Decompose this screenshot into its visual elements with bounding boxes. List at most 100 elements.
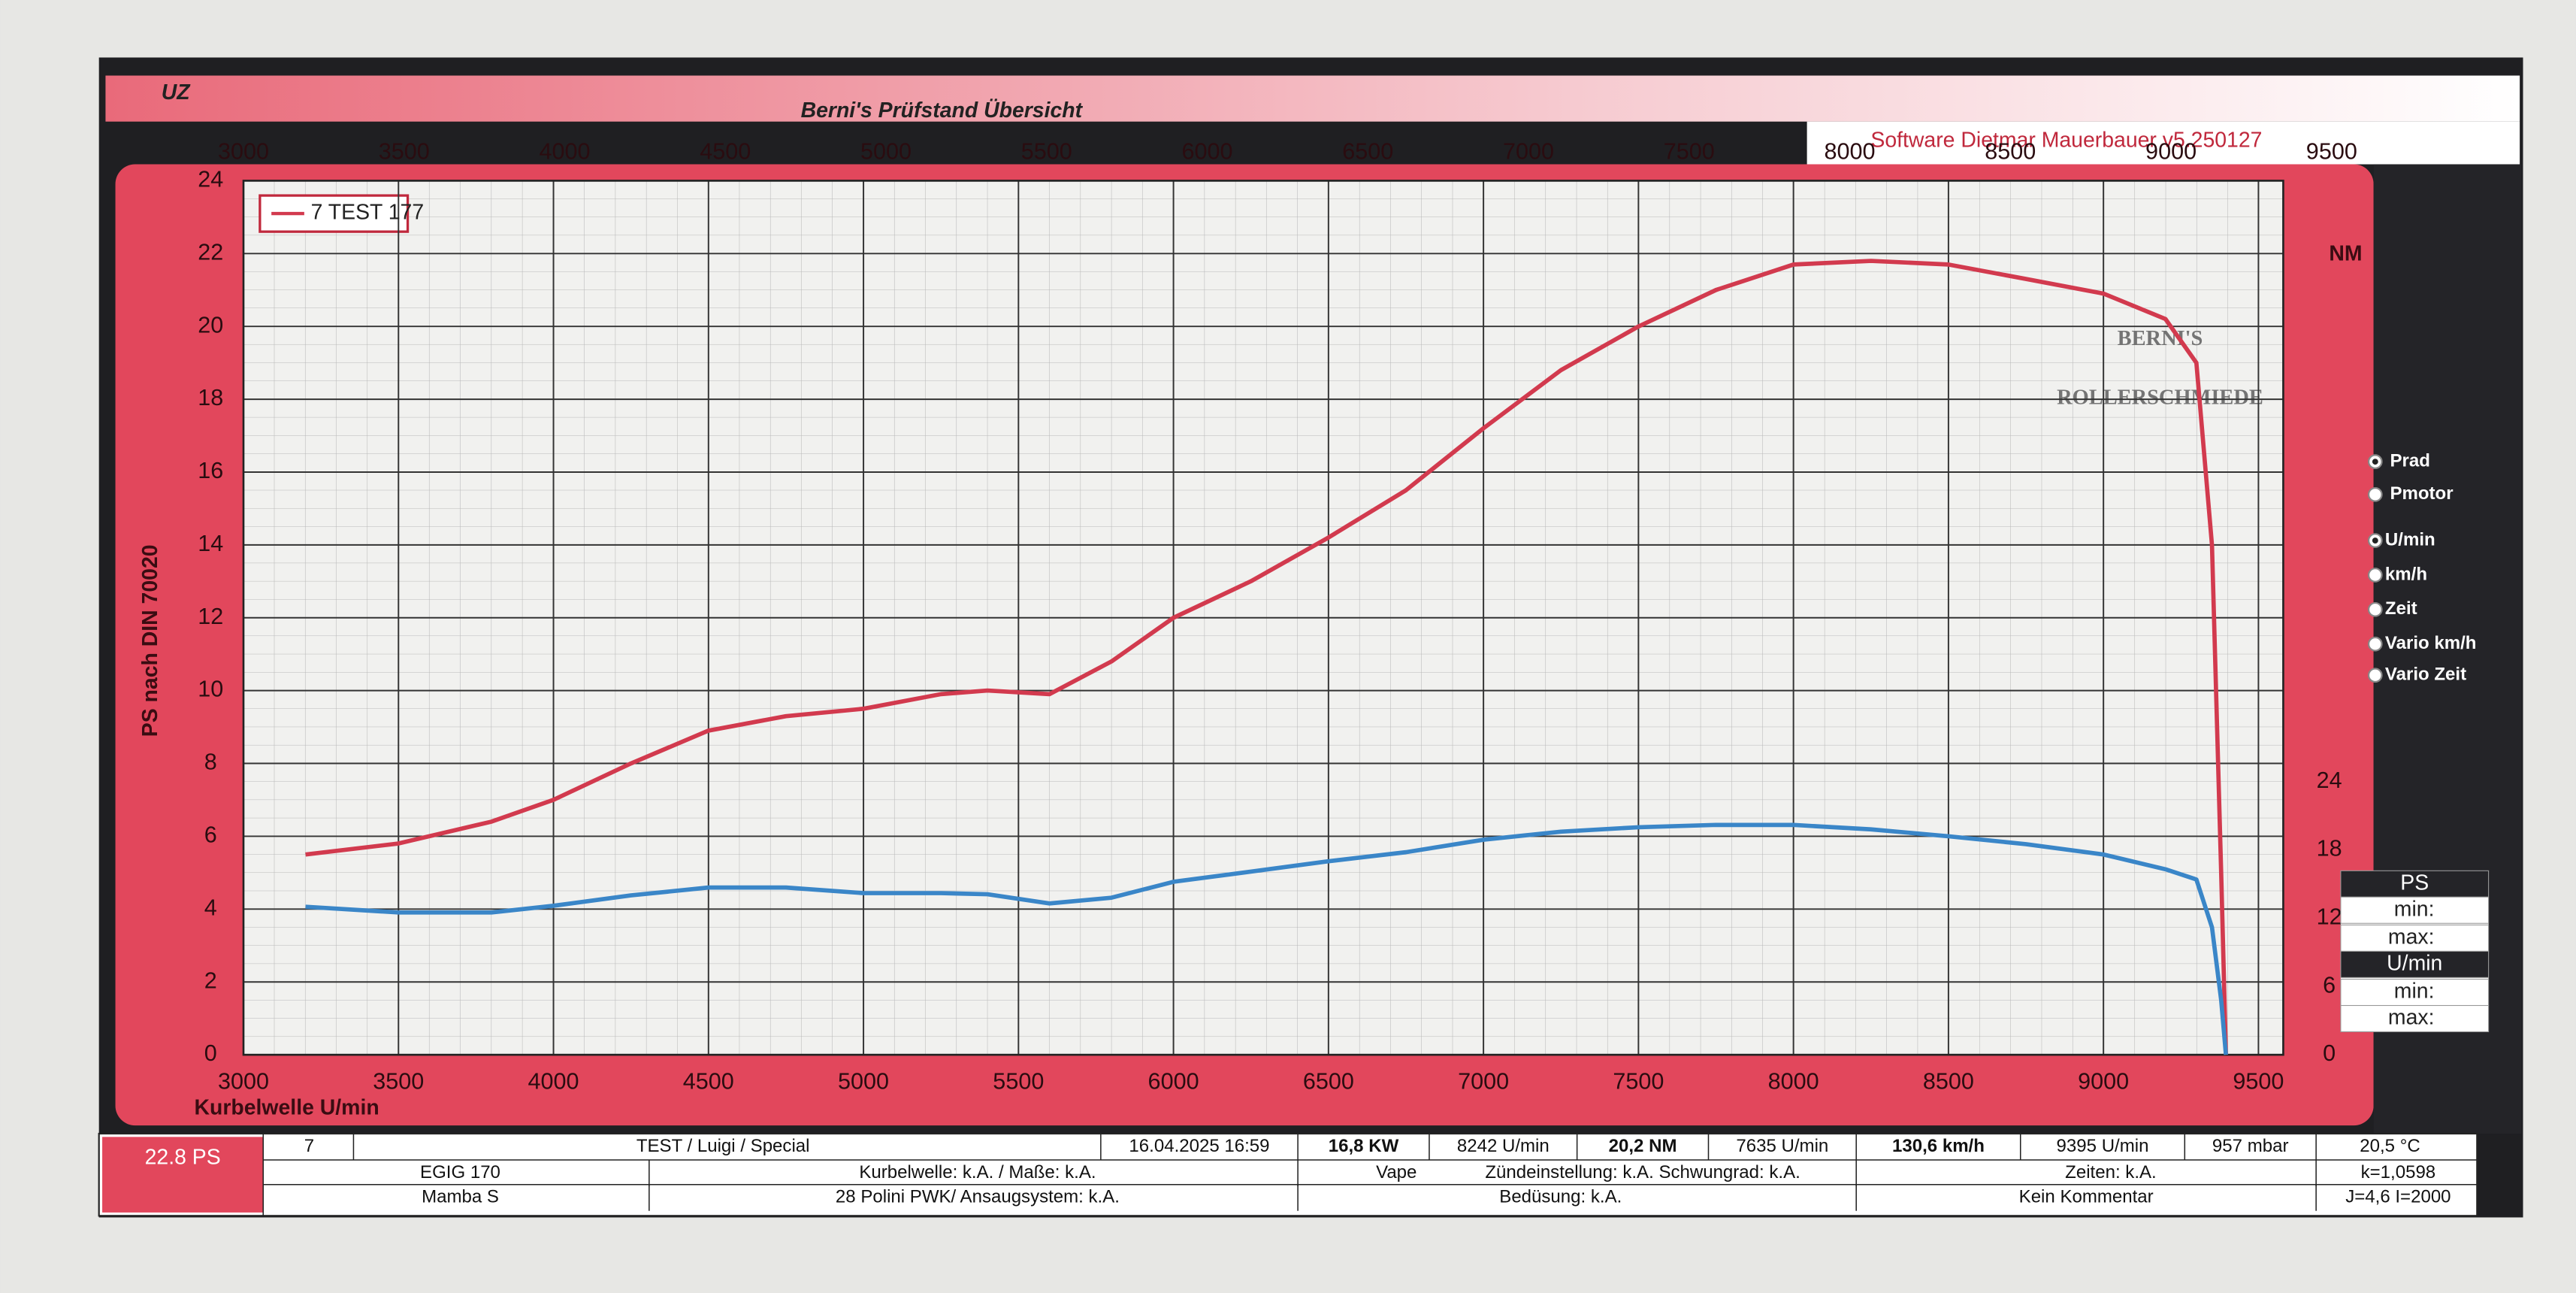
side-table-row xyxy=(2340,979,2490,1007)
info-cell: 8242 U/min xyxy=(1457,1136,1550,1156)
x-tick-label-top: 3000 xyxy=(218,138,269,164)
y-tick-label: 18 xyxy=(198,385,223,410)
side-table-cell: PS xyxy=(2400,871,2429,895)
logo: UZ xyxy=(162,80,192,104)
header-bar xyxy=(105,75,2520,122)
x-tick-label-top: 7500 xyxy=(1664,138,1715,164)
x-tick-label: 3000 xyxy=(218,1068,269,1094)
watermark: BERNI'S xyxy=(2118,327,2203,350)
chart-title: Berni's Prüfstand Übersicht xyxy=(801,98,1084,123)
y-tick-label: 10 xyxy=(198,677,223,702)
info-cell: Kurbelwelle: k.A. / Maße: k.A. xyxy=(859,1162,1096,1182)
summary-box xyxy=(102,1137,264,1213)
x-tick-label-top: 3500 xyxy=(379,138,430,164)
option-label: Zeit xyxy=(2385,598,2417,619)
x-tick-label-top: 6500 xyxy=(1342,138,1393,164)
x-tick-label-top: 8000 xyxy=(1825,138,1876,164)
radio-button xyxy=(2367,668,2383,683)
x-tick-label: 3500 xyxy=(373,1068,424,1094)
option-label: Vario km/h xyxy=(2385,633,2477,653)
x-tick-label: 8000 xyxy=(1768,1068,1819,1094)
x-tick-label: 4000 xyxy=(528,1068,579,1094)
info-cell: TEST / Luigi / Special xyxy=(636,1136,810,1156)
y-tick-label: 6 xyxy=(204,822,217,848)
info-cell: 130,6 km/h xyxy=(1892,1136,1985,1156)
option-label: Vario Zeit xyxy=(2385,665,2466,685)
x-tick-label: 9000 xyxy=(2078,1068,2129,1094)
info-cell: Zündeinstellung: k.A. Schwungrad: k.A. xyxy=(1485,1162,1800,1182)
info-cell: 957 mbar xyxy=(2212,1136,2289,1156)
side-table-cell: U/min xyxy=(2387,951,2442,975)
y-tick-label: 8 xyxy=(204,749,217,775)
y2-tick-label: 0 xyxy=(2323,1040,2336,1066)
info-cell: 7 xyxy=(304,1136,314,1156)
option-label: U/min xyxy=(2385,529,2435,550)
x-tick-label: 5000 xyxy=(838,1068,889,1094)
info-cell: 7635 U/min xyxy=(1736,1136,1828,1156)
y-axis-label: PS nach DIN 70020 xyxy=(138,544,162,737)
info-cell: Zeiten: k.A. xyxy=(2065,1162,2157,1182)
legend-label: 7 TEST 177 xyxy=(311,201,425,225)
x-tick-label: 6000 xyxy=(1148,1068,1199,1094)
summary: 22.8 PS xyxy=(145,1145,221,1169)
x-tick-label: 7500 xyxy=(1613,1068,1664,1094)
y2-tick-label: 6 xyxy=(2323,972,2336,998)
x-tick-label-top: 6000 xyxy=(1182,138,1233,164)
x-tick-label-top: 4500 xyxy=(700,138,751,164)
info-cell: 20,5 °C xyxy=(2360,1136,2420,1156)
info-cell: 9395 U/min xyxy=(2057,1136,2149,1156)
side-table-cell: max: xyxy=(2388,925,2435,949)
y-tick-label: 22 xyxy=(198,239,223,265)
data-line xyxy=(305,259,2228,1055)
side-table-header xyxy=(2340,950,2490,978)
info-table xyxy=(98,1132,2478,1217)
x-tick-label: 4500 xyxy=(683,1068,734,1094)
x-tick-label: 5500 xyxy=(993,1068,1044,1094)
y-tick-label: 20 xyxy=(198,312,223,338)
info-cell: k=1,0598 xyxy=(2361,1162,2436,1182)
x-tick-label-top: 9000 xyxy=(2145,138,2197,164)
data-line xyxy=(305,822,2228,1055)
y-tick-label: 12 xyxy=(198,604,223,629)
radio-button xyxy=(2367,636,2383,652)
info-cell: Kein Kommentar xyxy=(2019,1187,2154,1207)
info-cell: Mamba S xyxy=(422,1187,499,1207)
info-cell: EGIG 170 xyxy=(420,1162,500,1182)
side-table-cell: min: xyxy=(2394,980,2435,1004)
x-tick-label-top: 4000 xyxy=(540,138,591,164)
option-label: Pmotor xyxy=(2390,483,2453,504)
side-table-row xyxy=(2340,896,2490,924)
info-cell: 16.04.2025 16:59 xyxy=(1129,1136,1269,1156)
radio-dot xyxy=(2372,537,2378,544)
y-tick-label: 2 xyxy=(204,967,217,993)
watermark: ROLLERSCHMIEDE xyxy=(2057,386,2263,410)
y-tick-label: 4 xyxy=(204,895,217,920)
y2-tick-label: 18 xyxy=(2317,836,2342,861)
y-tick-label: 0 xyxy=(204,1040,217,1066)
y-tick-label: 24 xyxy=(198,166,223,192)
y-tick-label: 14 xyxy=(198,531,223,556)
x-tick-label-top: 9500 xyxy=(2306,138,2357,164)
side-table-header xyxy=(2340,870,2490,898)
x-tick-label-top: 8500 xyxy=(1985,138,2036,164)
radio-button xyxy=(2367,601,2383,617)
option-label: Prad xyxy=(2390,450,2429,471)
side-table-row xyxy=(2340,924,2490,952)
x-axis-label: Kurbelwelle U/min xyxy=(194,1096,379,1120)
x-tick-label-top: 5500 xyxy=(1021,138,1072,164)
radio-dot xyxy=(2372,459,2378,465)
side-table-row xyxy=(2340,1004,2490,1033)
option-label: km/h xyxy=(2385,564,2427,584)
x-tick-label-top: 5000 xyxy=(860,138,912,164)
x-tick-label: 6500 xyxy=(1303,1068,1354,1094)
x-tick-label: 7000 xyxy=(1458,1068,1509,1094)
side-table-cell: min: xyxy=(2394,897,2435,921)
software-bar xyxy=(1807,121,2520,165)
info-cell: 20,2 NM xyxy=(1609,1136,1677,1156)
radio-button xyxy=(2367,487,2383,502)
y2-axis-label: NM xyxy=(2329,241,2362,265)
radio-button xyxy=(2367,568,2383,583)
plot-border xyxy=(242,180,2284,1056)
y2-tick-label: 12 xyxy=(2317,904,2342,930)
